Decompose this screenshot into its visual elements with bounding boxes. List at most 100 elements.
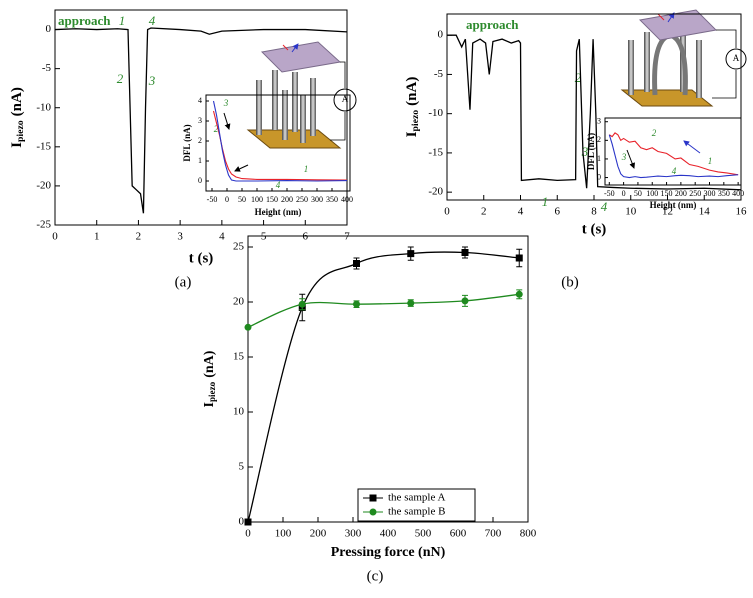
x-tick-label: 300 — [704, 189, 716, 198]
data-point — [407, 299, 415, 307]
y-tick-label: -15 — [428, 146, 443, 158]
x-tick-label: 100 — [646, 189, 658, 198]
y-tick-label: -20 — [36, 179, 51, 191]
y-tick-label: -5 — [434, 68, 444, 80]
annotation: 4 — [672, 166, 677, 176]
x-tick-label: -50 — [207, 195, 218, 204]
y-tick-label: -25 — [36, 219, 51, 231]
inset-arrows — [223, 112, 701, 172]
y-axis-label-part: I — [9, 142, 25, 148]
x-axis-label: t (s) — [582, 221, 607, 237]
y-tick-label: 0 — [438, 29, 444, 41]
y-axis-label-part: I — [202, 402, 217, 407]
y-tick-label: 10 — [233, 406, 245, 418]
y-axis-label-part: piezo — [15, 120, 26, 142]
legend-marker — [369, 508, 377, 516]
x-tick-label: 4 — [219, 230, 225, 242]
data-line — [608, 132, 739, 176]
x-tick-label: 400 — [341, 195, 353, 204]
legend-label: the sample B — [388, 506, 445, 518]
y-axis-label-part: piezo — [410, 110, 421, 132]
x-tick-label: 300 — [311, 195, 323, 204]
y-axis-label: Ipiezo (nA) — [404, 77, 421, 138]
panel-caption: (c) — [367, 568, 384, 584]
schematic-b: A — [620, 9, 747, 107]
y-tick-label: 15 — [233, 351, 245, 363]
x-tick-label: 10 — [625, 205, 637, 217]
x-tick-label: 600 — [450, 527, 467, 539]
y-tick-label: 0 — [239, 516, 245, 528]
x-tick-label: 350 — [718, 189, 730, 198]
annotation: 3 — [621, 152, 627, 162]
y-tick-label: 20 — [233, 296, 245, 308]
y-tick-label: 5 — [239, 461, 245, 473]
y-axis-label-part: DFL (nA) — [586, 133, 596, 170]
annotation: 2 — [652, 128, 657, 138]
x-tick-label: 300 — [345, 527, 362, 539]
panel-caption: (a) — [175, 274, 192, 290]
y-tick-label: -10 — [36, 101, 51, 113]
x-tick-label: 200 — [675, 189, 687, 198]
x-tick-label: 350 — [326, 195, 338, 204]
data-point — [353, 260, 360, 267]
x-tick-label: 6 — [555, 205, 561, 217]
plot-frame — [54, 9, 348, 226]
y-tick-label: -10 — [428, 107, 443, 119]
x-tick-label: 16 — [736, 205, 748, 217]
annotation: 2 — [117, 71, 124, 86]
svg-text:A: A — [342, 94, 349, 104]
chart: 0 2 4 6 8 10 12 14 160-5-10-15-20t (s)Ipiezo(nA)… — [404, 13, 748, 290]
x-tick-label: 200 — [310, 527, 327, 539]
x-tick-label: 700 — [485, 527, 502, 539]
data-point — [244, 323, 252, 331]
chart: 0 100 200 300 400 500 600 700 800 0 5 10 15 20 25 Press… — [202, 235, 537, 584]
x-axis-label: Height (nm) — [650, 200, 697, 210]
y-axis-label: DFL (nA) — [182, 124, 192, 161]
y-axis-label: Ipiezo (nA) — [9, 87, 26, 148]
panel-caption: (b) — [561, 274, 579, 290]
x-tick-label: 400 — [380, 527, 397, 539]
annotation: 1 — [119, 13, 126, 28]
x-tick-label: 0 — [52, 230, 58, 242]
plot-frame — [247, 235, 529, 523]
annotation: 3 — [581, 144, 589, 159]
x-tick-label: 100 — [251, 195, 263, 204]
annotation: 4 — [276, 180, 281, 190]
x-tick-label: 0 — [245, 527, 251, 539]
annotation: 1 — [708, 156, 713, 166]
x-tick-label: 14 — [699, 205, 711, 217]
data-point — [353, 300, 360, 308]
x-tick-label: -50 — [604, 189, 615, 198]
y-tick-label: 0 — [198, 176, 202, 185]
data-point — [244, 518, 252, 526]
y-tick-label: 2 — [198, 136, 202, 145]
data-point — [298, 300, 306, 308]
annotation: approach — [58, 13, 111, 28]
data-line — [447, 34, 742, 191]
y-axis-label-part: (nA) — [404, 77, 420, 106]
x-tick-label: 0 — [622, 189, 626, 198]
x-tick-label: 400 — [732, 189, 744, 198]
x-axis-label: Pressing force (nN) — [331, 545, 446, 560]
chart: -50 0 50 100 150 200 250 300 350 400 0 1 2 3 4 Height (… — [182, 94, 353, 217]
y-tick-label: -5 — [42, 62, 52, 74]
y-axis-label-part: piezo — [207, 381, 217, 402]
y-tick-label: 2 — [597, 135, 601, 144]
annotation: approach — [466, 17, 519, 32]
legend-box — [357, 488, 476, 522]
x-tick-label: 2 — [136, 230, 142, 242]
x-tick-label: 250 — [296, 195, 308, 204]
x-axis-label: Height (nm) — [255, 207, 302, 217]
x-tick-label: 12 — [662, 205, 673, 217]
x-tick-label: 150 — [266, 195, 278, 204]
x-tick-label: 0 — [444, 205, 450, 217]
y-axis-label-part: (nA) — [202, 350, 217, 378]
x-tick-label: 1 — [94, 230, 100, 242]
data-point — [515, 290, 523, 298]
y-tick-label: -20 — [428, 186, 443, 198]
annotation: 1 — [304, 164, 309, 174]
annotation: 3 — [148, 73, 156, 88]
x-tick-label: 50 — [634, 189, 642, 198]
